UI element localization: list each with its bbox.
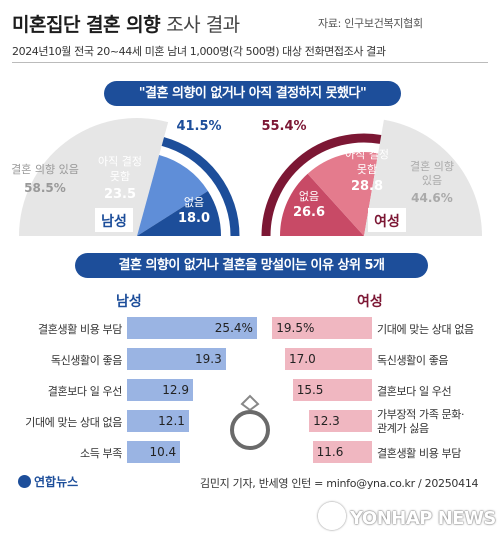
male-bar-label: 소득 부족	[80, 447, 122, 460]
female-bar	[272, 317, 372, 339]
male-total-label: 41.5%	[176, 119, 221, 134]
female-bar-label: 결혼생활 비용 부담	[377, 447, 461, 460]
male-no-label: 없음	[184, 196, 204, 209]
male-bar-label: 결혼생활 비용 부담	[38, 323, 122, 336]
male-bar	[127, 348, 226, 370]
subtitle: 2024년10월 전국 20~44세 미혼 남녀 1,000명(각 500명) …	[12, 45, 386, 58]
female-bar-value: 11.6	[316, 445, 344, 459]
female-yes-label-2: 있음	[422, 174, 442, 187]
divider	[12, 62, 488, 63]
male-yes-label: 결혼 의향 있음	[11, 163, 79, 176]
female-no-slice	[280, 173, 364, 236]
female-total-label: 55.4%	[261, 119, 306, 134]
male-bar-value: 19.3	[195, 352, 222, 366]
male-bar	[127, 379, 193, 401]
female-bar-value: 19.5%	[276, 321, 315, 335]
logo-mark-icon	[18, 475, 31, 488]
male-group-label: 남성	[101, 213, 127, 230]
male-no-value: 18.0	[178, 211, 210, 226]
female-undecided-label-1: 아직 결정	[345, 148, 389, 161]
female-group-label: 여성	[374, 213, 400, 230]
male-label-box	[95, 208, 133, 232]
source-text: 자료: 인구보건복지협회	[318, 17, 423, 30]
male-bar	[127, 410, 189, 432]
donut-question-pill: "결혼 의향이 없거나 아직 결정하지 못했다"	[104, 81, 401, 106]
male-undecided-slice	[137, 154, 208, 236]
female-bar-label: 독신생활이 좋음	[377, 354, 449, 367]
bar-chart-title-pill: 결혼 의향이 없거나 결혼을 망설이는 이유 상위 5개	[75, 253, 428, 278]
male-yes-value: 58.5%	[24, 181, 66, 195]
female-undecided-slice	[307, 152, 379, 236]
page-title: 미혼집단 결혼 의향 조사 결과	[12, 10, 240, 37]
male-highlight-arc	[161, 137, 240, 237]
male-series-title: 남성	[116, 294, 142, 310]
title-light: 조사 결과	[166, 14, 240, 36]
credit-text: 김민지 기자, 반세영 인턴 = minfo@yna.co.kr / 20250…	[200, 477, 479, 490]
female-no-label: 없음	[299, 190, 319, 203]
female-bar-value: 12.3	[313, 414, 340, 428]
male-no-slice	[137, 190, 221, 236]
female-bar	[309, 410, 372, 432]
male-bar-label: 결혼보다 일 우선	[47, 385, 123, 398]
female-bar-value: 17.0	[289, 352, 316, 366]
male-undecided-label-2: 못함	[110, 170, 130, 183]
male-bar	[127, 317, 257, 339]
male-bar-label: 기대에 맞는 상대 없음	[25, 416, 122, 429]
yonhap-news-watermark: YONHAP NEWS	[318, 502, 496, 530]
female-highlight-arc	[261, 133, 382, 237]
male-bar-value: 10.4	[149, 445, 177, 459]
male-bar-value: 12.9	[162, 383, 189, 397]
male-yes-slice	[19, 118, 169, 236]
male-bar-label: 독신생활이 좋음	[50, 354, 123, 367]
female-no-value: 26.6	[293, 205, 325, 220]
female-yes-slice	[364, 119, 482, 236]
female-label-box	[368, 208, 406, 232]
female-bar	[292, 379, 372, 401]
female-undecided-label-2: 못함	[357, 163, 377, 176]
female-bar	[285, 348, 372, 370]
female-undecided-value: 28.8	[351, 179, 383, 194]
female-bar-label: 기대에 맞는 상대 없음	[377, 323, 474, 336]
male-bar-value: 12.1	[158, 414, 185, 428]
watermark-ring-icon	[318, 502, 346, 530]
female-bar-label: 결혼보다 일 우선	[377, 385, 452, 398]
female-bar-value: 15.5	[296, 383, 324, 397]
watermark-text: YONHAP NEWS	[350, 508, 496, 529]
male-bar-value: 25.4%	[214, 321, 253, 335]
yonhap-logo: 연합뉴스	[18, 473, 78, 490]
female-bar-label-line2: 관계가 싫음	[377, 422, 429, 435]
title-bold: 미혼집단 결혼 의향	[12, 14, 161, 36]
female-bar-label-line1: 가부장적 가족 문화·	[377, 408, 465, 421]
male-undecided-value: 23.5	[104, 187, 136, 202]
male-undecided-label-1: 아직 결정	[98, 155, 142, 168]
logo-text: 연합뉴스	[34, 475, 79, 489]
female-bar	[312, 441, 372, 463]
male-bar	[127, 441, 181, 463]
ring-icon	[230, 394, 270, 450]
female-yes-value: 44.6%	[411, 191, 453, 205]
female-yes-label-1: 결혼 의향	[410, 160, 454, 173]
female-series-title: 여성	[357, 294, 383, 310]
